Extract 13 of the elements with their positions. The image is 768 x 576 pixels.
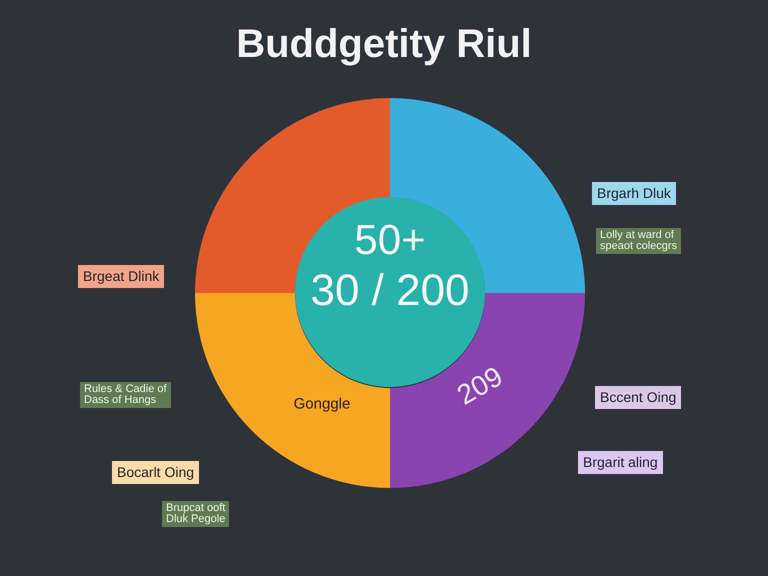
text: 50+: [354, 216, 426, 263]
text: Brgarit aling: [578, 451, 663, 474]
slice-label: Bccent Oing: [595, 386, 682, 409]
text: Brupcat ooft Dluk Pegole: [162, 501, 230, 527]
slice-label: Brgeat Dlink: [78, 265, 164, 288]
slice-label: Brgarh Dluk: [592, 182, 676, 205]
chart-title: Buddgetity Riul: [235, 21, 533, 68]
text: 30 / 200: [310, 266, 470, 315]
text: 209: [452, 360, 508, 411]
text: Rules & Cadie of Dass of Hangs: [80, 382, 171, 408]
text: Gonggle: [294, 396, 350, 412]
text: Lolly at ward of speaot colecgrs: [596, 228, 682, 254]
slice-label: Bocarlt Oing: [112, 461, 200, 484]
